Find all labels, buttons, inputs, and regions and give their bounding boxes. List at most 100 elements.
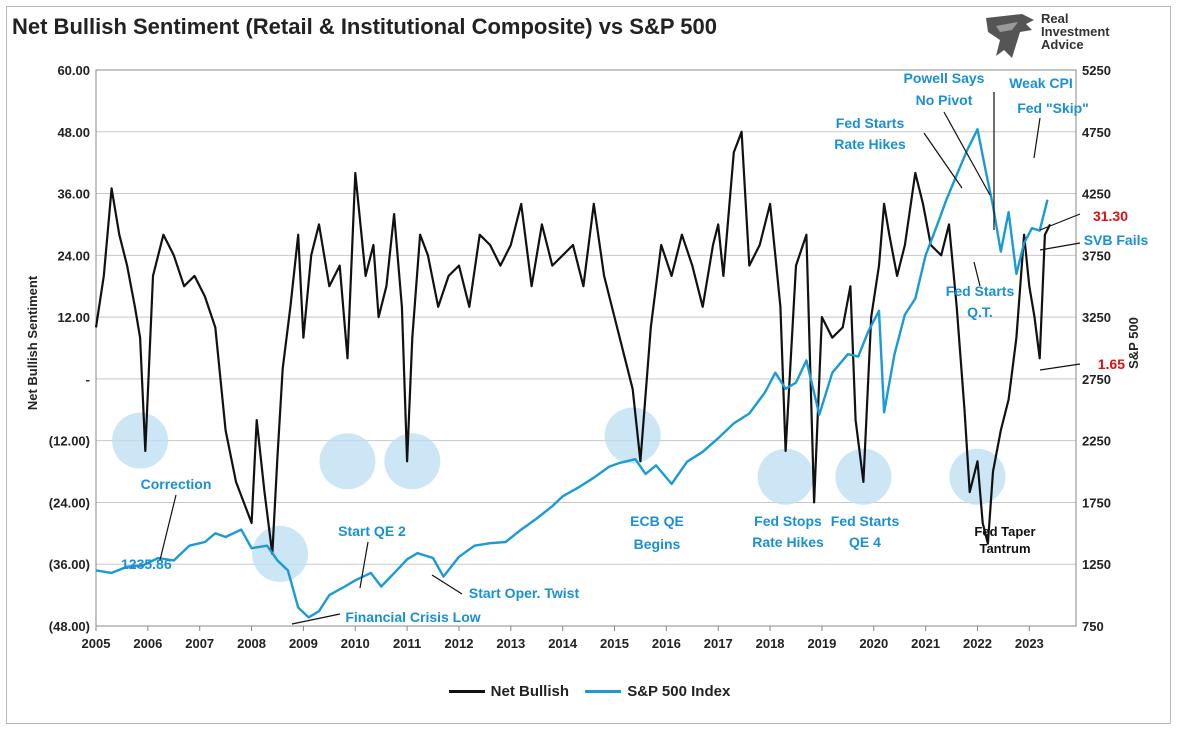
x-tick-label: 2005 <box>82 636 111 651</box>
y-tick-label: - <box>86 372 90 387</box>
leader-line <box>973 261 981 287</box>
logo <box>982 10 1132 62</box>
y2-tick-label: 2250 <box>1082 434 1111 449</box>
x-tick-label: 2009 <box>289 636 318 651</box>
x-tick-label: 2023 <box>1015 636 1044 651</box>
annotation-label: Q.T. <box>967 304 993 320</box>
y-tick-label: 60.00 <box>57 63 90 78</box>
legend: Net Bullish S&P 500 Index <box>0 680 1179 700</box>
x-tick-label: 2022 <box>963 636 992 651</box>
annotation-label: 1.65 <box>1098 356 1125 372</box>
y-tick-label: 12.00 <box>57 310 90 325</box>
highlight-circle <box>384 433 441 490</box>
leader-line <box>1039 363 1081 371</box>
x-tick-label: 2010 <box>341 636 370 651</box>
y-tick-label: 24.00 <box>57 248 90 263</box>
annotation-label: Start Oper. Twist <box>469 585 580 601</box>
x-tick-label: 2014 <box>548 636 578 651</box>
leader-line <box>431 574 463 595</box>
highlight-circle <box>252 525 309 582</box>
annotation-label: Begins <box>634 536 681 552</box>
x-tick-label: 2020 <box>859 636 888 651</box>
logo-line-2: Investment <box>1041 24 1110 39</box>
x-tick-label: 2015 <box>600 636 629 651</box>
y-tick-label: (12.00) <box>49 434 90 449</box>
y-tick-label: (36.00) <box>49 557 90 572</box>
eagle-icon <box>986 14 1034 58</box>
leader-line <box>923 132 963 189</box>
y-tick-label: (24.00) <box>49 495 90 510</box>
highlight-circle <box>112 412 169 469</box>
legend-swatch-sp500 <box>585 690 622 693</box>
annotation-label: Powell Says <box>904 70 985 86</box>
annotation-label: 1235.86 <box>121 556 172 572</box>
annotation-label: ECB QE <box>630 513 684 529</box>
leader-line <box>1039 213 1081 231</box>
x-tick-label: 2007 <box>185 636 214 651</box>
leader-line <box>159 494 177 561</box>
legend-swatch-net-bullish <box>448 690 485 693</box>
x-tick-label: 2018 <box>756 636 785 651</box>
y-tick-label: 36.00 <box>57 187 90 202</box>
x-tick-label: 2021 <box>911 636 940 651</box>
axis-ticks: 60.00 48.00 36.00 24.00 12.00 - (12.00) (24.00)… <box>49 63 1111 651</box>
annotation-label: QE 4 <box>849 534 881 550</box>
annotation-label: Fed "Skip" <box>1017 100 1089 116</box>
x-tick-label: 2016 <box>652 636 681 651</box>
y2-tick-label: 4250 <box>1082 187 1111 202</box>
highlight-circle <box>319 433 376 490</box>
x-tick-label: 2012 <box>445 636 474 651</box>
annotation-label: Correction <box>141 476 212 492</box>
x-tick-label: 2013 <box>496 636 525 651</box>
y2-tick-label: 750 <box>1082 619 1104 634</box>
y-axis-title: Net Bullish Sentiment <box>25 275 40 410</box>
chart-frame <box>6 6 1171 724</box>
y2-tick-label: 5250 <box>1082 63 1111 78</box>
x-tick-label: 2011 <box>393 636 421 651</box>
y2-tick-label: 1750 <box>1082 495 1111 510</box>
plot-border <box>95 69 1077 627</box>
annotation-label: Fed Taper <box>974 524 1035 539</box>
y2-tick-label: 2750 <box>1082 372 1111 387</box>
annotation-label: Financial Crisis Low <box>345 609 480 625</box>
gridlines <box>95 69 1077 631</box>
series-sp500 <box>95 128 1049 619</box>
annotation-leaders <box>159 92 1081 625</box>
x-tick-label: 2008 <box>237 636 266 651</box>
y2-axis-title: S&P 500 <box>1126 317 1141 369</box>
annotation-label: Fed Starts <box>946 283 1015 299</box>
legend-item-sp500: S&P 500 Index <box>585 683 730 700</box>
leader-line <box>359 541 369 589</box>
annotation-label: SVB Fails <box>1084 232 1149 248</box>
x-tick-label: 2017 <box>704 636 733 651</box>
annotations: Correction 1235.86 Start QE 2 Financial Cri… <box>121 70 1148 625</box>
logo-line-3: Advice <box>1041 37 1084 52</box>
logo-line-1: Real <box>1041 11 1069 26</box>
annotation-label: Start QE 2 <box>338 523 406 539</box>
leader-line <box>1039 242 1081 251</box>
y2-tick-label: 4750 <box>1082 125 1111 140</box>
highlight-circle <box>757 448 814 505</box>
y2-tick-label: 3250 <box>1082 310 1111 325</box>
highlight-circle <box>949 448 1006 505</box>
annotation-label: Weak CPI <box>1009 75 1073 91</box>
legend-label-net-bullish: Net Bullish <box>490 683 570 700</box>
highlight-circles <box>112 407 1006 582</box>
logo-text: Real Investment Advice <box>1041 12 1110 51</box>
series-net-bullish <box>94 130 1052 555</box>
leader-line <box>943 111 991 196</box>
annotation-label: Rate Hikes <box>752 534 824 550</box>
series-lines <box>94 128 1052 619</box>
y-tick-label: (48.00) <box>49 619 90 634</box>
annotation-label: Rate Hikes <box>834 136 906 152</box>
leader-line <box>1033 117 1041 159</box>
annotation-label: Fed Starts <box>836 115 905 131</box>
highlight-circle <box>604 407 661 464</box>
annotation-label: Tantrum <box>979 541 1030 556</box>
y2-tick-label: 3750 <box>1082 248 1111 263</box>
annotation-label: Fed Starts <box>831 513 900 529</box>
x-tick-label: 2019 <box>807 636 836 651</box>
legend-label-sp500: S&P 500 Index <box>627 683 731 700</box>
y-tick-label: 48.00 <box>57 125 90 140</box>
